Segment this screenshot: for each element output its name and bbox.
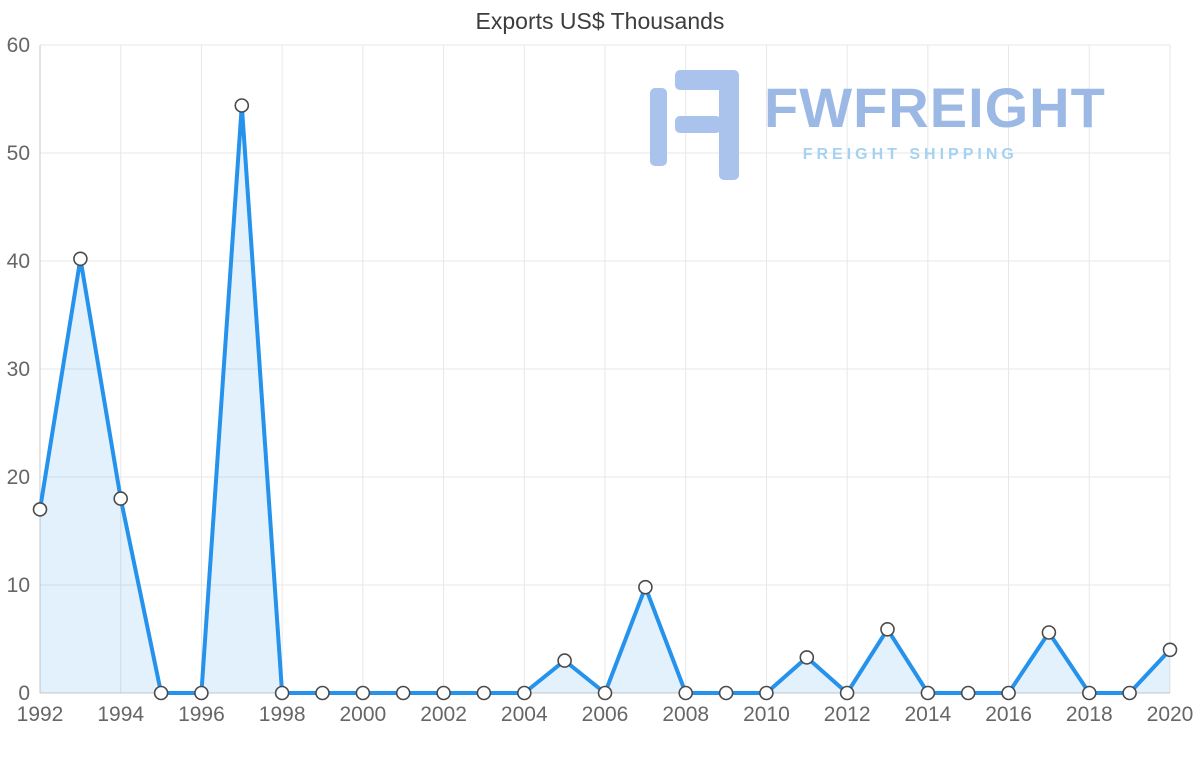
x-axis-tick-label: 1994 (97, 703, 144, 726)
data-point-marker[interactable] (1162, 642, 1178, 658)
data-point-marker[interactable] (516, 685, 532, 701)
data-point-marker[interactable] (880, 621, 895, 637)
x-axis-tick-label: 2014 (904, 703, 951, 726)
y-axis-tick-label: 60 (7, 34, 30, 57)
chart-title: Exports US$ Thousands (475, 8, 725, 34)
x-axis-tick-label: 2012 (824, 703, 871, 726)
x-axis-tick-label: 2016 (985, 703, 1032, 726)
x-axis-tick-label: 2018 (1066, 703, 1113, 726)
data-point-marker[interactable] (920, 685, 936, 701)
data-point-marker[interactable] (1041, 625, 1057, 640)
data-point-marker[interactable] (557, 653, 572, 668)
data-point-marker[interactable] (194, 685, 209, 701)
y-axis-tick-label: 40 (7, 250, 30, 273)
y-axis-tick-label: 30 (7, 358, 30, 381)
y-axis-tick-label: 0 (18, 682, 30, 705)
y-axis-tick-label: 20 (7, 466, 30, 489)
data-point-marker[interactable] (113, 491, 128, 506)
data-point-marker[interactable] (759, 685, 774, 701)
data-point-marker[interactable] (395, 685, 411, 701)
data-point-marker[interactable] (476, 685, 492, 701)
data-point-marker[interactable] (839, 685, 855, 701)
x-axis-tick-label: 1992 (17, 703, 64, 726)
data-point-marker[interactable] (799, 650, 815, 665)
y-axis-tick-label: 10 (7, 574, 30, 597)
data-point-marker[interactable] (597, 685, 613, 701)
x-axis-tick-label: 1998 (259, 703, 306, 726)
y-axis-tick-label: 50 (7, 142, 30, 165)
x-axis-tick-label: 1996 (178, 703, 225, 726)
x-axis-tick-label: 2020 (1147, 703, 1194, 726)
x-axis-tick-label: 2004 (501, 703, 548, 726)
x-axis-tick-label: 2000 (339, 703, 386, 726)
data-point-marker[interactable] (274, 685, 290, 701)
data-point-marker[interactable] (153, 685, 169, 701)
data-point-marker[interactable] (315, 685, 330, 701)
data-point-marker[interactable] (32, 502, 48, 517)
x-axis-tick-label: 2006 (582, 703, 629, 726)
data-point-marker[interactable] (1082, 685, 1097, 701)
data-point-marker[interactable] (1001, 685, 1016, 701)
data-point-marker[interactable] (960, 685, 976, 701)
x-axis-tick-label: 2002 (420, 703, 467, 726)
x-axis-tick-label: 2010 (743, 703, 790, 726)
data-point-marker[interactable] (73, 251, 88, 267)
x-axis-tick-label: 2008 (662, 703, 709, 726)
data-point-marker[interactable] (718, 685, 734, 701)
data-point-marker[interactable] (678, 685, 694, 701)
data-point-marker[interactable] (234, 98, 250, 113)
data-point-marker[interactable] (355, 685, 371, 701)
data-point-marker[interactable] (638, 579, 653, 595)
data-point-marker[interactable] (1122, 685, 1137, 701)
data-point-marker[interactable] (436, 685, 451, 701)
